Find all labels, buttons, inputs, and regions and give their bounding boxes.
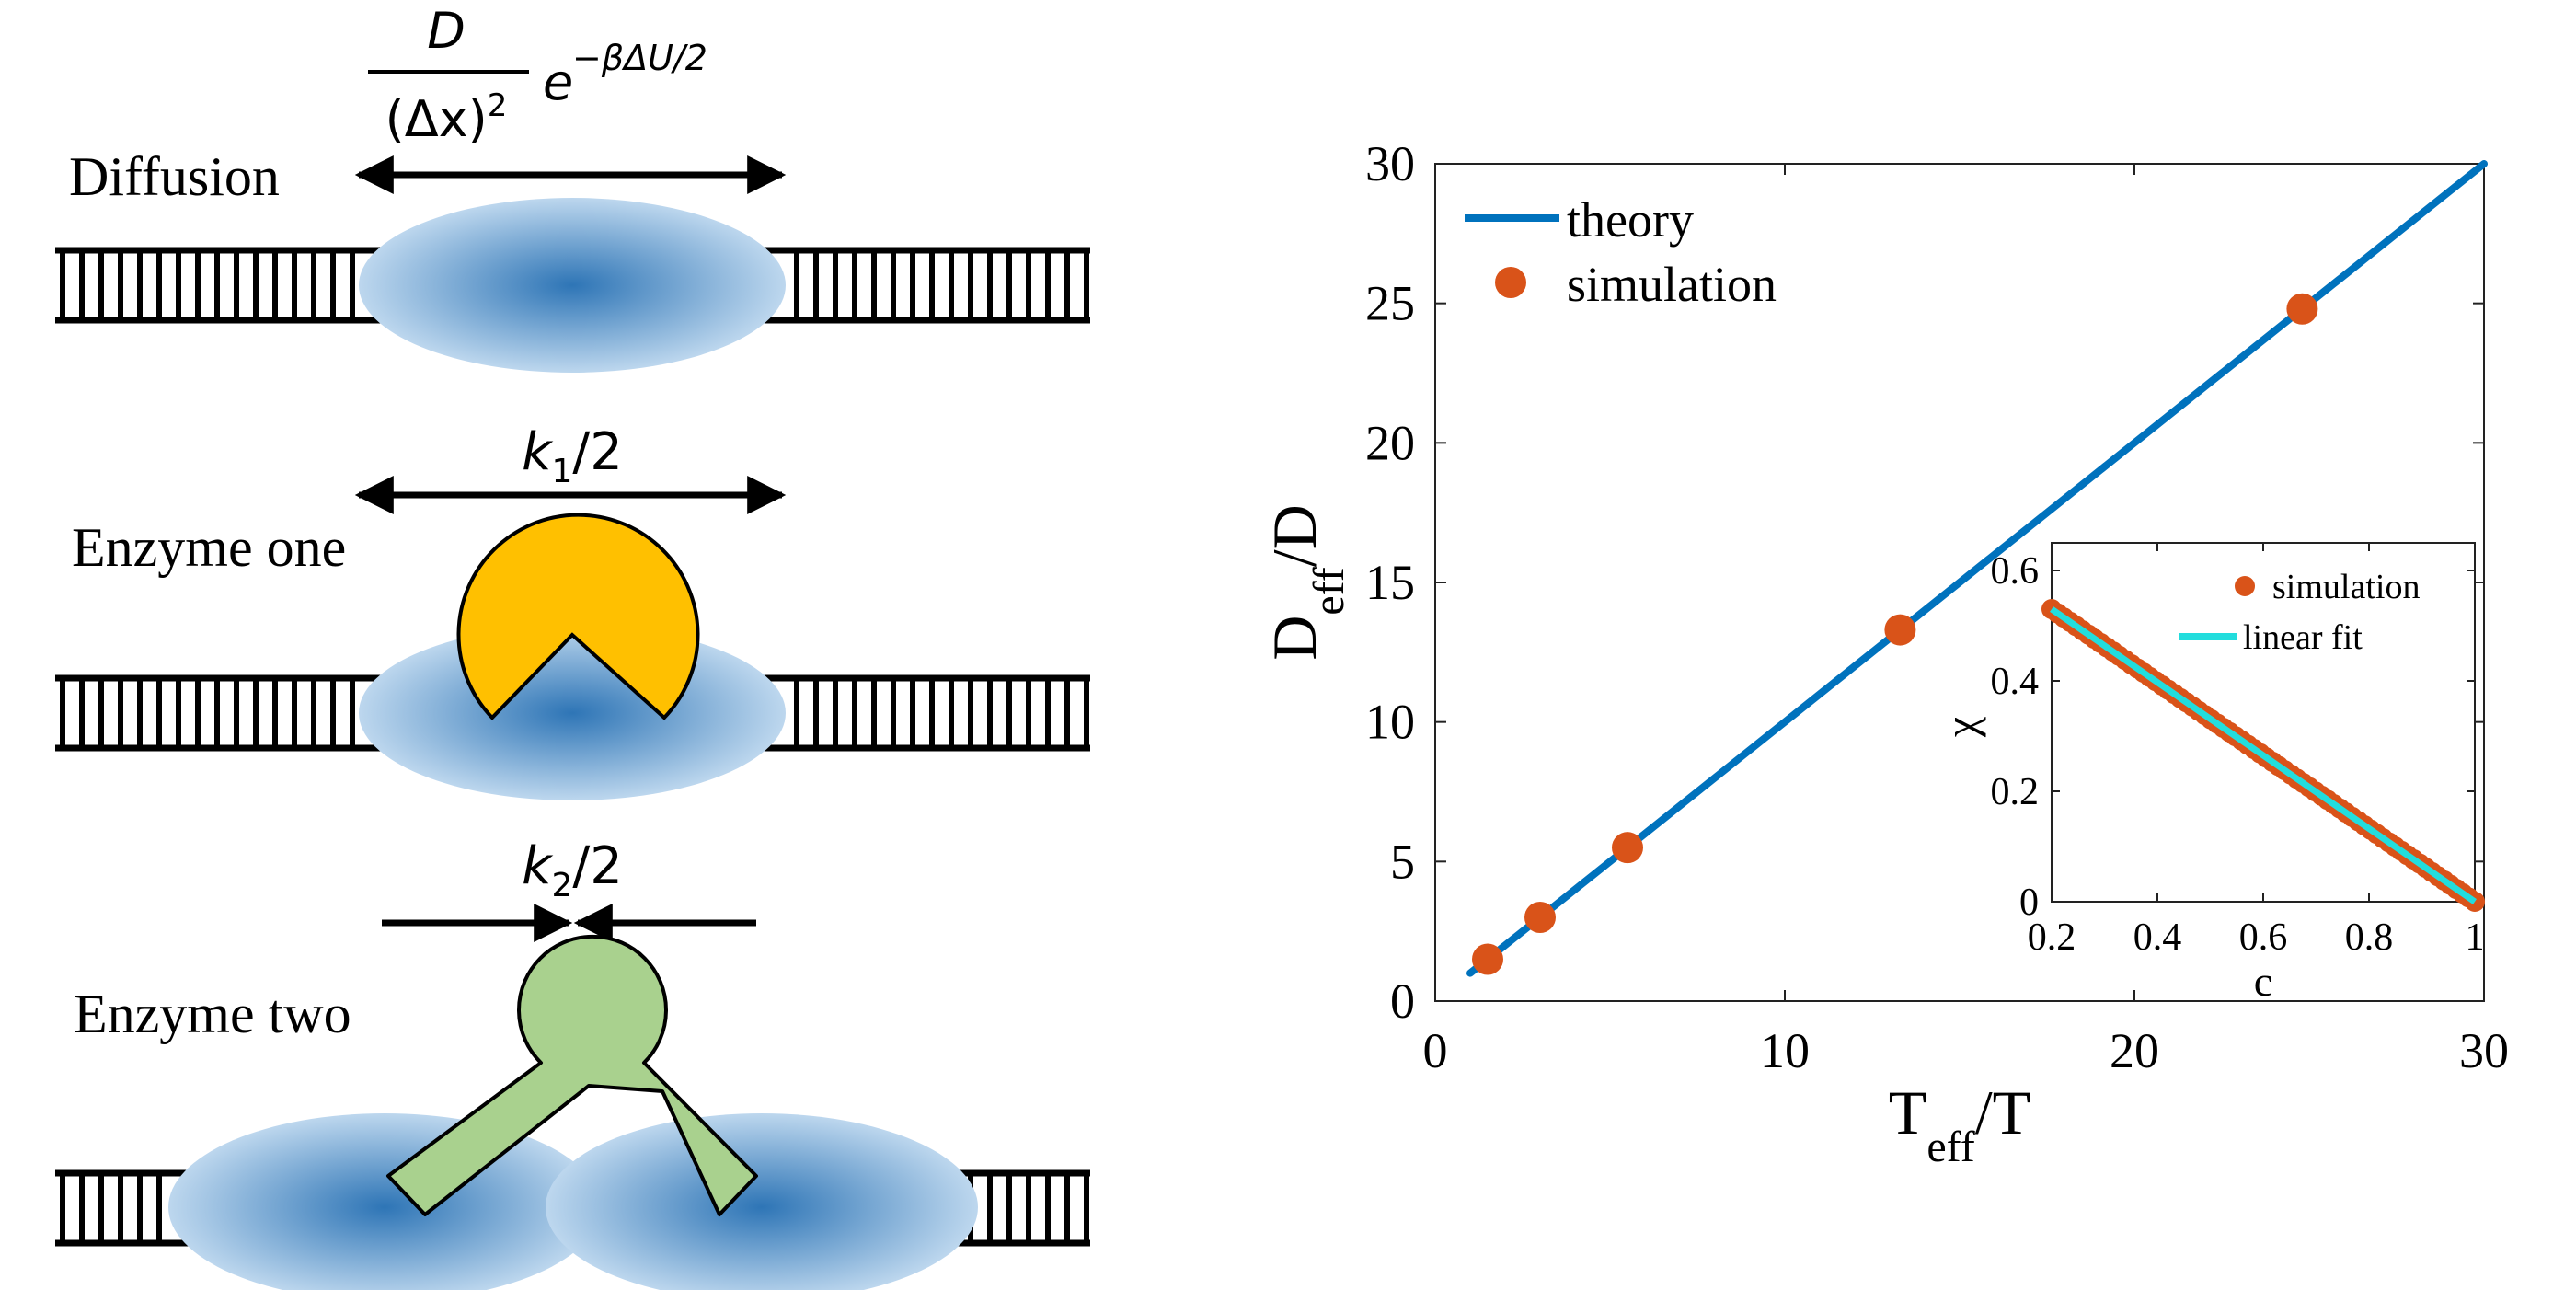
simulation-point (2286, 293, 2318, 325)
rate-denominator: (Δx)2 (385, 87, 508, 148)
row-enzyme-two: k2/2 Enzyme two (55, 836, 1090, 1290)
inset-legend-simulation-marker (2235, 576, 2255, 596)
inset-tick-labels: 0.2 0.4 0.6 0.8 100.20.40.6 (1991, 550, 2485, 959)
protein-blob-left (168, 1113, 601, 1290)
inset-x-tick-label: 0.8 (2345, 916, 2394, 959)
legend-simulation-marker (1495, 267, 1526, 298)
main-ticks (1434, 163, 2485, 1002)
legend-theory-label: theory (1567, 192, 1694, 248)
simulation-point (1612, 832, 1643, 864)
y-tick-label: 15 (1365, 555, 1415, 610)
y-tick-label: 25 (1365, 276, 1415, 331)
protein-blob (359, 198, 786, 373)
legend-simulation-label: simulation (1567, 257, 1777, 312)
inset-x-tick-label: 0.6 (2239, 916, 2288, 959)
y-tick-label: 0 (1390, 973, 1415, 1029)
rate-enzyme-one: k1/2 (522, 422, 623, 490)
y-tick-label: 10 (1365, 695, 1415, 750)
x-tick-label: 10 (1760, 1023, 1810, 1078)
simulation-point (1472, 943, 1503, 975)
rate-enzyme-two: k2/2 (522, 836, 623, 904)
inset-x-tick-label: 0.4 (2133, 916, 2182, 959)
inset-linear-fit-line (2050, 606, 2477, 904)
protein-blob (359, 626, 786, 800)
row-label-enzyme-two: Enzyme two (74, 984, 351, 1044)
inset-legend: simulation linear fit (2179, 568, 2420, 657)
x-axis-label: Teff/T (1889, 1077, 2030, 1171)
rate-denominator-sup: 2 (488, 87, 508, 124)
inset-x-tick-label: 0.2 (2028, 916, 2076, 959)
rate-numerator: D (427, 2, 466, 60)
inset-legend-fit-label: linear fit (2243, 618, 2363, 657)
row-diffusion: D (Δx)2 e −βΔU/2 Diffusion (55, 2, 1090, 373)
y-axis-label: Deff/D (1259, 504, 1353, 661)
x-tick-label: 30 (2459, 1023, 2509, 1078)
y-tick-label: 30 (1365, 136, 1415, 191)
inset-chart: 0.2 0.4 0.6 0.8 100.20.40.6 simulation linea… (1935, 542, 2485, 1005)
inset-y-tick-label: 0.2 (1991, 771, 2040, 813)
rate-exp-base: e (543, 53, 573, 111)
x-tick-label: 20 (2110, 1023, 2159, 1078)
inset-y-tick-label: 0.4 (1991, 661, 2040, 703)
inset-legend-simulation-label: simulation (2272, 568, 2420, 606)
main-legend: theory simulation (1465, 192, 1777, 312)
y-tick-label: 5 (1390, 834, 1415, 889)
inset-x-tick-label: 1 (2466, 916, 2485, 959)
y-tick-label: 20 (1365, 415, 1415, 470)
row-label-enzyme-one: Enzyme one (72, 517, 346, 578)
rate-diffusion: D (Δx)2 e −βΔU/2 (368, 2, 707, 148)
inset-y-tick-label: 0.6 (1991, 550, 2040, 593)
inset-x-axis-label: c (2254, 958, 2272, 1005)
simulation-point (1524, 902, 1556, 933)
inset-y-tick-label: 0 (2019, 881, 2039, 924)
rate-exponent: −βΔU/2 (572, 38, 707, 78)
row-label-diffusion: Diffusion (69, 146, 280, 207)
simulation-point (1884, 614, 1916, 646)
x-tick-label: 0 (1423, 1023, 1448, 1078)
protein-blob-right (546, 1113, 978, 1290)
enzyme-two-yshape (386, 934, 758, 1216)
enzyme-one-pacman (456, 513, 700, 720)
schematic: D (Δx)2 e −βΔU/2 Diffusion k1/2 Enzyme o… (55, 2, 1090, 1290)
simulation-points (1472, 293, 2318, 975)
inset-y-axis-label: χ (1935, 717, 1986, 738)
row-enzyme-one: k1/2 Enzyme one (55, 422, 1090, 800)
